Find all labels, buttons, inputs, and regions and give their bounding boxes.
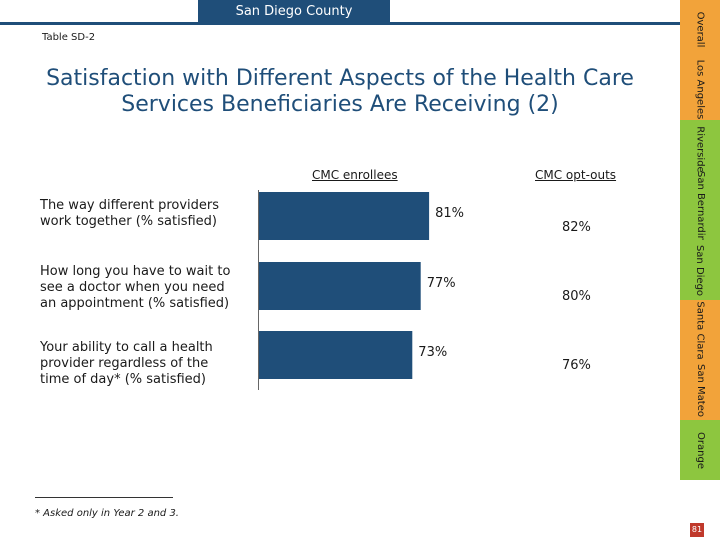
side-tab-orange[interactable]: Orange	[680, 420, 720, 481]
side-tab-san-mateo[interactable]: San Mateo	[680, 360, 720, 421]
side-tab-san-bernardino[interactable]: San Bernardino	[680, 171, 720, 247]
side-tab-label: Los Angeles	[694, 59, 706, 119]
enrollee-bar-wait-time	[259, 262, 421, 310]
enrollee-value-providers: 81%	[435, 206, 464, 221]
side-tab-overall[interactable]: Overall	[680, 0, 720, 59]
enrollee-bar-providers	[259, 192, 430, 240]
chart-axis	[258, 190, 259, 390]
side-tab-los-angeles[interactable]: Los Angeles	[680, 58, 720, 121]
footnote-divider	[35, 497, 173, 498]
side-tab-label: Santa Clara	[694, 300, 706, 360]
header-divider	[0, 22, 680, 25]
enrollee-bar-call-provider	[259, 331, 413, 379]
side-tab-label: Overall	[694, 11, 706, 47]
category-label-call-provider: Your ability to call a health provider r…	[40, 340, 213, 387]
opt-out-value-wait-time: 80%	[562, 289, 591, 304]
page-number: 81	[690, 523, 704, 537]
enrollee-value-call-provider: 73%	[418, 345, 447, 360]
enrollee-value-wait-time: 77%	[427, 276, 456, 291]
side-tab-santa-clara[interactable]: Santa Clara	[680, 300, 720, 361]
legend-cmc-opt-outs: CMC opt-outs	[535, 168, 617, 182]
county-side-nav: Overall Los Angeles Riverside San Bernardin…	[680, 0, 720, 540]
page-title: Satisfaction with Different Aspects of t…	[46, 66, 634, 117]
opt-out-value-providers: 82%	[562, 220, 591, 235]
legend-cmc-enrollees: CMC enrollees	[312, 168, 398, 182]
category-label-providers: The way different providers work togethe…	[40, 198, 220, 229]
footnote: * Asked only in Year 2 and 3.	[35, 508, 179, 519]
region-tab: San Diego County	[198, 0, 390, 22]
side-tab-label: San Diego	[694, 244, 706, 296]
side-tab-san-diego[interactable]: San Diego	[680, 240, 720, 301]
category-label-wait-time: How long you have to wait to see a docto…	[40, 264, 231, 311]
side-tab-label: San Bernardino	[694, 170, 706, 248]
side-tab-label: Riverside	[694, 125, 706, 173]
side-tab-label: Orange	[694, 431, 706, 469]
side-tab-label: San Mateo	[694, 363, 706, 417]
opt-out-value-call-provider: 76%	[562, 358, 591, 373]
table-id: Table SD-2	[42, 32, 96, 43]
